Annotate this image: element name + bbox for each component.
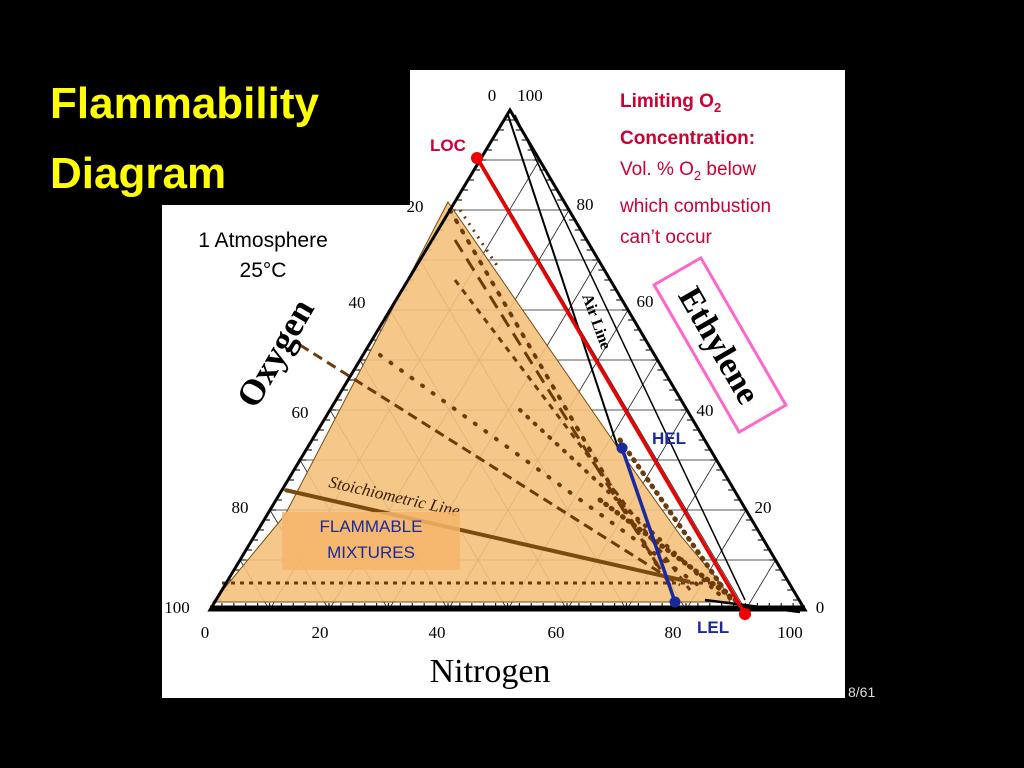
n-tick-0: 0	[201, 623, 210, 642]
hel-lel-line	[620, 447, 677, 603]
grid-line	[745, 559, 776, 611]
loc-line	[475, 157, 747, 615]
limiting-o2-heading: Limiting O2	[620, 86, 771, 123]
e-tick-60: 60	[637, 292, 654, 311]
e-tick-0: 0	[816, 598, 825, 617]
o-tick-80: 80	[232, 498, 249, 517]
n-tick-20: 20	[312, 623, 329, 642]
limiting-o2-desc-line2: which combustion	[620, 195, 772, 217]
limiting-o2-note: Limiting O2 Concentration: Vol. % O2 bel…	[620, 86, 771, 253]
loc-point	[471, 152, 483, 164]
loc-base-point	[739, 608, 751, 620]
e-tick-100: 100	[517, 86, 543, 105]
e-tick-80: 80	[577, 195, 594, 214]
o-tick-40: 40	[349, 293, 366, 312]
limiting-o2-heading-line2: Concentration:	[620, 123, 771, 154]
region-lines	[222, 208, 738, 603]
heading-sub: 2	[713, 99, 722, 115]
nitrogen-axis-title: Nitrogen	[430, 653, 551, 690]
n-tick-40: 40	[429, 623, 446, 642]
e-tick-40: 40	[697, 401, 714, 420]
slide-number: 8/61	[848, 684, 876, 700]
o-tick-100: 100	[164, 598, 190, 617]
conditions-pressure: 1 Atmosphere	[198, 229, 328, 252]
oxygen-tick-labels: 20 40 60 80 100	[164, 197, 423, 617]
n-tick-60: 60	[548, 623, 565, 642]
stoichiometric-line	[284, 488, 691, 584]
e-tick-0-top: 0	[488, 86, 497, 105]
desc-prefix: Vol. % O	[620, 158, 694, 180]
heading-prefix: Limiting O	[620, 91, 714, 112]
limiting-o2-desc-line3: can’t occur	[620, 226, 712, 248]
hel-point	[616, 442, 628, 454]
conditions-temperature: 25°C	[239, 259, 287, 282]
limiting-o2-desc-line1: Vol. % O2 below	[620, 154, 771, 191]
air-line	[507, 114, 619, 449]
hel-label: HEL	[652, 429, 686, 448]
corner-edge	[704, 598, 801, 614]
flammable-label-box	[282, 512, 460, 570]
boundary-line	[514, 114, 746, 601]
slide-title-line1: Flammability	[50, 79, 319, 128]
o-tick-20: 20	[407, 197, 424, 216]
n-tick-100: 100	[777, 623, 803, 642]
desc-suffix: below	[701, 158, 757, 180]
n-tick-80: 80	[665, 623, 682, 642]
heading-line2: Concentration:	[620, 127, 756, 149]
nitrogen-tick-labels: 0 20 40 60 80 100	[201, 623, 803, 642]
ethylene-tick-labels: 0 100 80 60 40 20 0	[488, 86, 825, 617]
white-panel-top	[410, 70, 845, 205]
lel-point	[669, 596, 681, 608]
lel-label: LEL	[697, 618, 729, 637]
o-tick-60: 60	[292, 403, 309, 422]
conditions: 1 Atmosphere 25°C	[168, 226, 358, 286]
flammable-label-line1: FLAMMABLE	[320, 517, 423, 536]
flammable-label-line2: MIXTURES	[327, 543, 415, 562]
desc-sub: 2	[693, 167, 702, 183]
loc-label: LOC	[430, 136, 466, 155]
e-tick-20: 20	[755, 498, 772, 517]
slide-title-line2: Diagram	[50, 149, 227, 198]
